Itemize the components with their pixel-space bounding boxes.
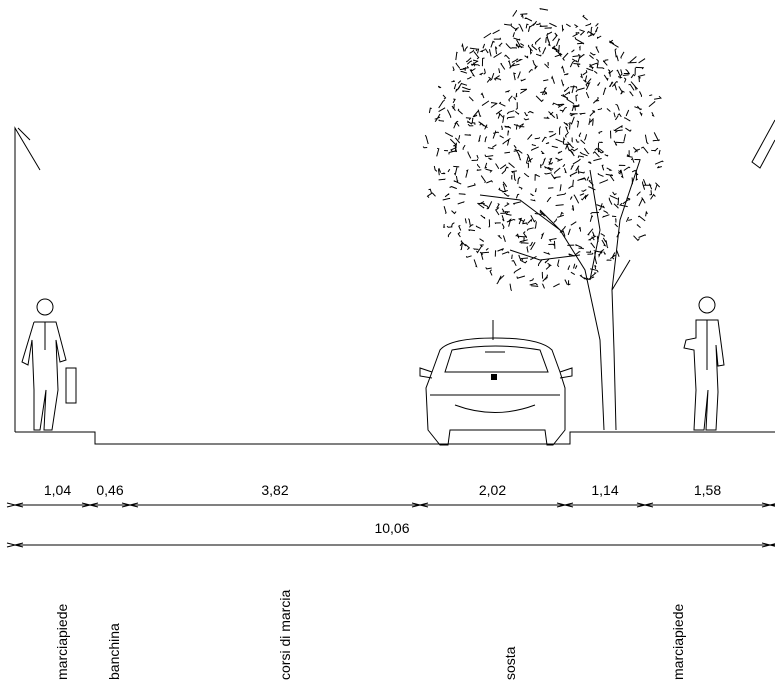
- dimension-arrow: [6, 502, 24, 508]
- dimension-arrow: [121, 502, 139, 508]
- dimension-lines: [15, 504, 775, 546]
- zone-label: marciapiede: [54, 604, 70, 680]
- zone-label: sosta: [502, 646, 518, 680]
- dimension-arrow: [636, 502, 654, 508]
- dimension-arrow: [761, 542, 775, 548]
- dimension-arrow: [411, 502, 429, 508]
- zone-label: marciapiede: [670, 604, 686, 680]
- dimension-label: 0,46: [96, 482, 123, 498]
- dimension-arrow: [556, 502, 574, 508]
- zone-label: corsi di marcia: [277, 590, 293, 680]
- car: [419, 320, 573, 446]
- pedestrian-right: [683, 296, 725, 431]
- dimension-arrow: [6, 542, 24, 548]
- tree: [422, 8, 664, 431]
- dimension-label: 1,58: [694, 482, 721, 498]
- dimension-label: 2,02: [479, 482, 506, 498]
- ground: [14, 119, 775, 445]
- dimension-arrow: [761, 502, 775, 508]
- pedestrian-left: [21, 298, 77, 431]
- dimension-label: 3,82: [261, 482, 288, 498]
- dimension-label: 1,04: [44, 482, 71, 498]
- canopy: [422, 8, 664, 291]
- car-plate: [491, 374, 497, 380]
- total-dimension-label: 10,06: [374, 520, 409, 536]
- dimension-label: 1,14: [591, 482, 618, 498]
- dimension-arrow: [81, 502, 99, 508]
- zone-label: banchina: [106, 623, 122, 680]
